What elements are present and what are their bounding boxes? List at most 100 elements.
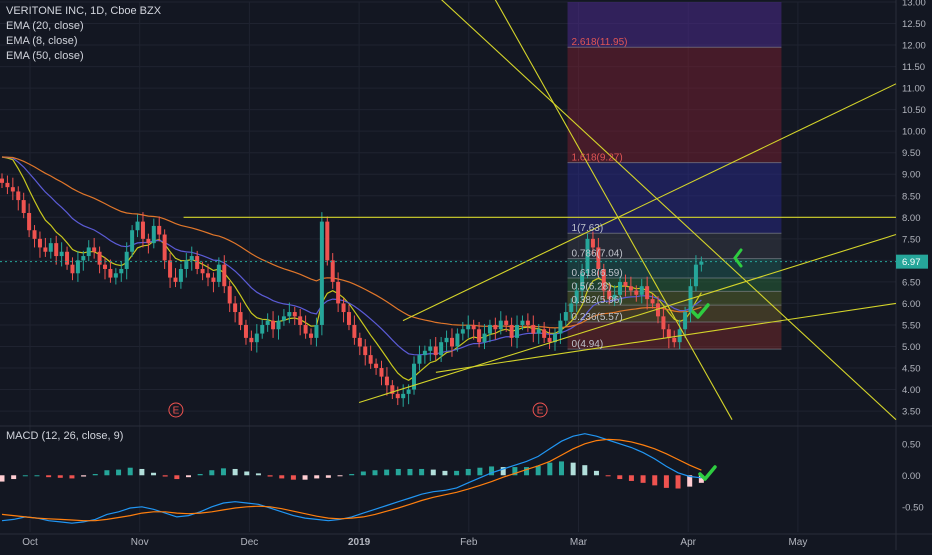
macd-histogram-bar — [477, 467, 483, 476]
price-tick-label: 4.00 — [902, 385, 921, 396]
macd-histogram-bar — [34, 475, 40, 477]
candle-body — [693, 264, 698, 287]
ema-8-line — [1, 156, 702, 381]
macd-histogram-bar — [349, 474, 355, 476]
candle-body — [363, 346, 368, 356]
macd-indicator-label[interactable]: MACD (12, 26, close, 9) — [6, 430, 124, 442]
fib-zone — [567, 305, 782, 322]
candle-body — [379, 368, 384, 377]
candle-body — [504, 320, 509, 325]
candle-body — [580, 273, 585, 291]
macd-histogram-bar — [465, 468, 471, 476]
fib-level-label: 0(4.94) — [572, 339, 604, 350]
candle-body — [645, 286, 650, 300]
price-tick-label: 8.50 — [902, 191, 921, 202]
candle-body — [471, 324, 476, 330]
candle-body — [552, 333, 557, 343]
macd-tick-label: 0.00 — [902, 471, 921, 482]
macd-histogram-bar — [22, 475, 28, 477]
candle-body — [70, 264, 75, 274]
macd-histogram-bar — [489, 466, 495, 476]
macd-histogram-bar — [185, 475, 191, 478]
candle-body — [124, 251, 129, 269]
candle-body — [650, 299, 655, 304]
candle-body — [233, 303, 238, 313]
symbol-title[interactable]: VERITONE INC, 1D, Cboe BZX — [6, 5, 162, 17]
candle-body — [211, 277, 216, 282]
candle-body — [146, 238, 151, 244]
candle-body — [460, 329, 465, 334]
macd-histogram-bar — [593, 470, 599, 476]
fib-level-label: 0.236(5.57) — [572, 312, 623, 323]
fib-zone — [567, 258, 782, 279]
macd-line — [1, 433, 702, 524]
macd-histogram-bar — [558, 461, 564, 476]
macd-histogram-bar — [570, 462, 576, 476]
candle-body — [238, 312, 243, 325]
candle-body — [298, 316, 303, 325]
macd-histogram-bar — [442, 470, 448, 476]
macd-histogram-bar — [279, 475, 285, 479]
macd-histogram-bar — [430, 469, 436, 476]
candle-body — [623, 281, 628, 287]
macd-histogram-bar — [512, 467, 518, 476]
fib-zone — [567, 162, 782, 234]
candle-body — [444, 337, 449, 343]
candle-body — [439, 342, 444, 356]
candle-body — [515, 324, 520, 338]
candle-body — [281, 316, 286, 321]
candle-body — [612, 294, 617, 300]
candle-body — [195, 256, 200, 269]
earnings-marker — [168, 402, 184, 418]
fibonacci-labels: 2.618(11.95) 1.618(9.27) 1(7.63) 0.786(7.04… — [572, 37, 628, 350]
candle-body — [536, 329, 541, 334]
candle-body — [325, 221, 330, 261]
macd-histogram-bar — [220, 468, 226, 476]
macd-histogram-bar — [197, 474, 203, 476]
candle-body — [43, 247, 48, 252]
candle-body — [254, 333, 259, 343]
indicator-ema8-label[interactable]: EMA (8, close) — [6, 35, 78, 47]
price-tick-label: 9.50 — [902, 148, 921, 159]
macd-histogram-bar — [547, 462, 553, 476]
candle-body — [590, 238, 595, 248]
last-price-tag — [896, 254, 928, 269]
candle-body — [433, 346, 438, 356]
price-tick-label: 10.50 — [902, 105, 926, 116]
candle-body — [412, 363, 417, 390]
candle-body — [184, 260, 189, 269]
trendlines — [183, 0, 897, 421]
time-tick-label: Mar — [570, 537, 588, 548]
candle-body — [222, 264, 227, 287]
candle-body — [401, 393, 406, 399]
candle-body — [455, 333, 460, 347]
candle-body — [384, 376, 389, 386]
candle-body — [666, 329, 671, 338]
macd-histogram-bar — [116, 469, 122, 476]
candle-body — [395, 393, 400, 399]
candle-body — [243, 324, 248, 338]
indicator-ema50-label[interactable]: EMA (50, close) — [6, 50, 84, 62]
indicator-ema20-label[interactable]: EMA (20, close) — [6, 20, 84, 32]
candle-body — [346, 312, 351, 325]
arrow-left-icon — [733, 248, 743, 268]
candle-body — [482, 333, 487, 343]
candle-body — [531, 324, 536, 334]
price-tick-label: 10.00 — [902, 127, 926, 138]
candle-body — [140, 221, 145, 239]
candle-body — [157, 225, 162, 235]
upper-channel-line — [402, 83, 897, 322]
fibonacci-zones — [567, 2, 782, 350]
ema-lines — [1, 156, 702, 381]
candlesticks — [0, 173, 704, 407]
candle-body — [119, 268, 124, 274]
candle-body — [607, 290, 612, 300]
candle-body — [341, 303, 346, 313]
candle-body — [542, 329, 547, 338]
last-price-label: 6.97 — [902, 257, 921, 268]
fib-level-label: 0.382(5.96) — [572, 295, 623, 306]
candle-body — [189, 256, 194, 261]
price-tick-label: 11.00 — [902, 84, 925, 95]
